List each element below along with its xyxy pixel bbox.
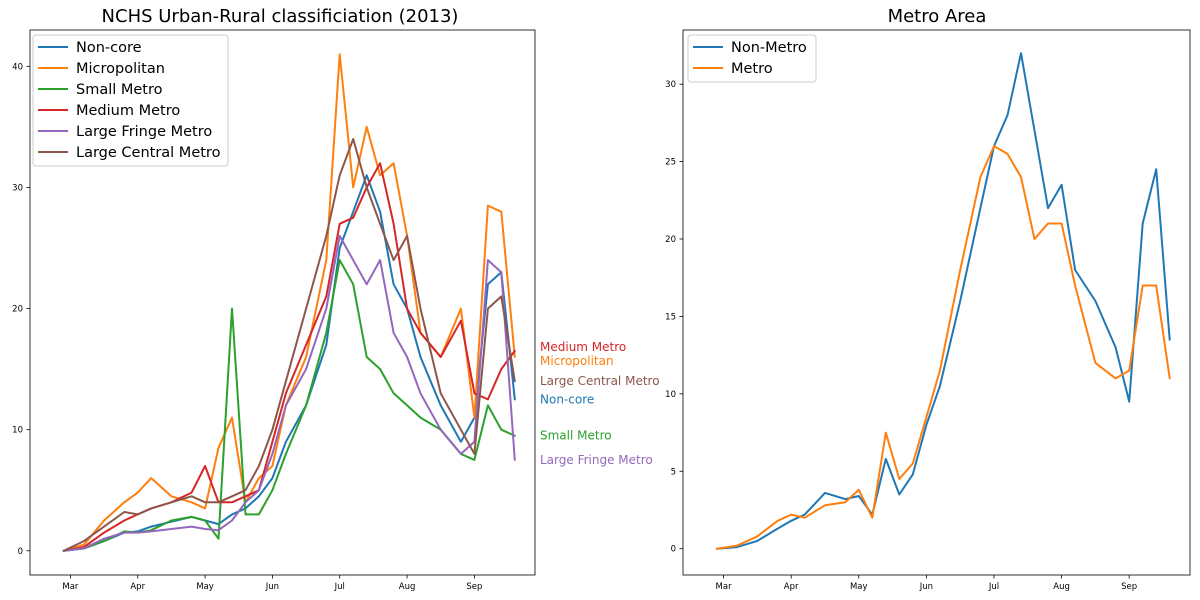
legend-box — [32, 34, 229, 167]
y-tick-label: 20 — [665, 235, 676, 245]
series-line-large-central-metro — [62, 138, 516, 552]
series-line-metro — [715, 145, 1171, 550]
x-tick-label: Jul — [988, 582, 999, 592]
chart-title: Metro Area — [888, 6, 987, 27]
series-line-non-metro — [715, 52, 1171, 550]
x-tick-label: Aug — [1053, 582, 1070, 592]
legend-label-large-fringe-metro: Large Fringe Metro — [76, 124, 212, 140]
series-layer — [715, 52, 1171, 550]
y-axis-ticks: 0 10 20 30 40 — [12, 62, 30, 557]
end-label-small-metro: Small Metro — [540, 429, 612, 443]
chart-panel-metro-area: Metro Area Mar Apr May Jun Jul Aug Sep 0 5 10 15 2… — [665, 6, 1191, 592]
legend-label-large-central-metro: Large Central Metro — [76, 145, 221, 161]
series-line-non-core — [62, 174, 516, 552]
y-tick-label: 5 — [671, 467, 676, 477]
end-label-large-central-metro: Large Central Metro — [540, 374, 660, 388]
end-label-micropolitan: Micropolitan — [540, 354, 614, 368]
y-tick-label: 20 — [12, 305, 23, 315]
x-tick-label: Sep — [466, 582, 482, 592]
legend-label-non-core: Non-core — [76, 40, 142, 56]
y-tick-label: 0 — [671, 545, 676, 555]
x-tick-label: Jun — [919, 582, 933, 592]
plot-area-frame — [29, 29, 536, 576]
y-tick-label: 10 — [12, 426, 23, 436]
y-tick-label: 40 — [12, 62, 23, 72]
x-tick-label: Mar — [716, 582, 733, 592]
y-tick-label: 0 — [18, 547, 23, 557]
series-line-large-fringe-metro — [62, 234, 516, 552]
series-end-labels: Non-core Micropolitan Small Metro Medium Me… — [540, 340, 660, 467]
x-tick-label: Jul — [334, 582, 345, 592]
y-tick-label: 30 — [12, 183, 23, 193]
plot-area-frame — [682, 29, 1191, 576]
x-tick-label: Sep — [1121, 582, 1137, 592]
y-tick-label: 15 — [665, 312, 676, 322]
x-tick-label: Mar — [62, 582, 79, 592]
legend-label-small-metro: Small Metro — [76, 82, 163, 98]
end-label-large-fringe-metro: Large Fringe Metro — [540, 453, 653, 467]
y-tick-label: 25 — [665, 158, 676, 168]
series-line-medium-metro — [62, 162, 516, 552]
y-axis-ticks: 0 5 10 15 20 25 30 — [665, 80, 683, 555]
series-layer — [62, 53, 516, 552]
legend: Non-Metro Metro — [687, 34, 817, 83]
end-label-medium-metro: Medium Metro — [540, 340, 626, 354]
x-tick-label: Aug — [399, 582, 416, 592]
chart-panel-urban-rural: NCHS Urban-Rural classificiation (2013) … — [12, 6, 659, 592]
legend-label-medium-metro: Medium Metro — [76, 103, 180, 119]
x-axis-ticks: Mar Apr May Jun Jul Aug Sep — [716, 575, 1137, 592]
legend: Non-core Micropolitan Small Metro Medium Me… — [32, 34, 229, 167]
x-tick-label: May — [850, 582, 868, 592]
end-label-non-core: Non-core — [540, 392, 594, 406]
x-tick-label: May — [196, 582, 214, 592]
chart-title: NCHS Urban-Rural classificiation (2013) — [102, 6, 459, 27]
y-tick-label: 30 — [665, 80, 676, 90]
x-tick-label: Jun — [265, 582, 279, 592]
legend-label-micropolitan: Micropolitan — [76, 61, 165, 77]
legend-label-metro: Metro — [731, 61, 773, 77]
x-tick-label: Apr — [130, 582, 145, 592]
legend-label-non-metro: Non-Metro — [731, 40, 807, 56]
y-tick-label: 10 — [665, 390, 676, 400]
x-tick-label: Apr — [784, 582, 799, 592]
x-axis-ticks: Mar Apr May Jun Jul Aug Sep — [62, 575, 482, 592]
